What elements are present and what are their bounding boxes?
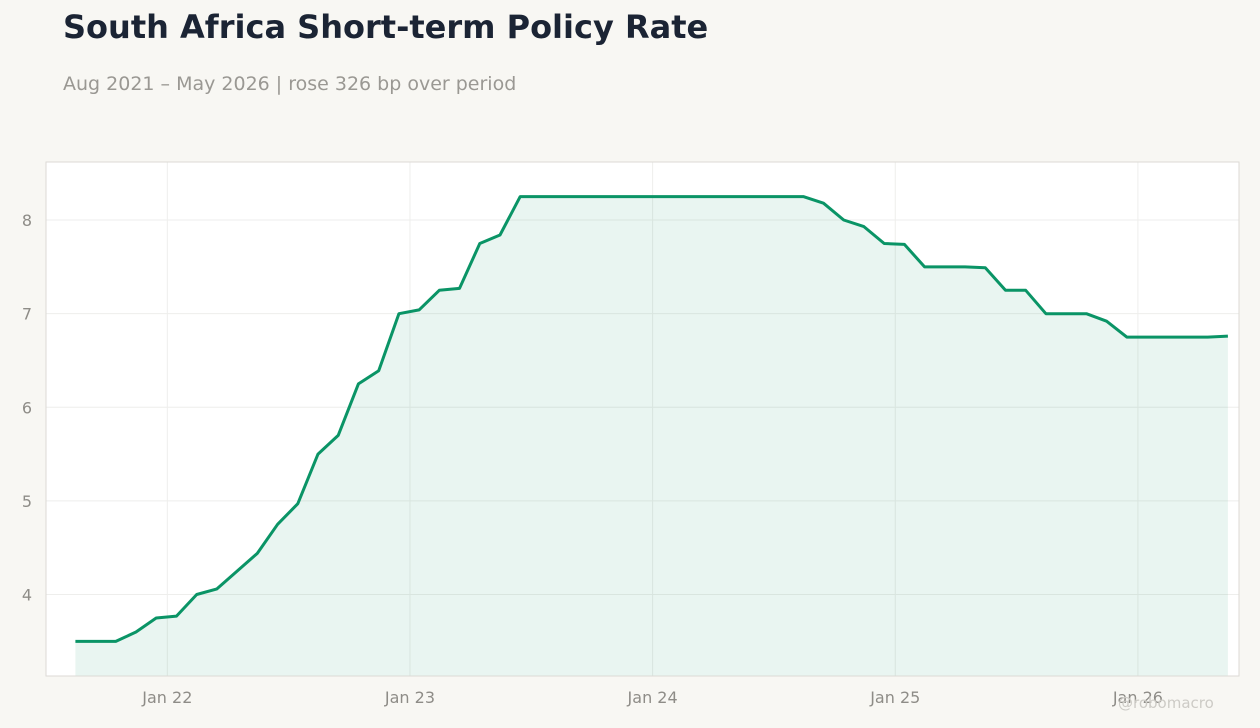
x-axis-ticks: Jan 22 Jan 23 Jan 24 Jan 25 Jan 26 xyxy=(141,688,1163,707)
y-tick-label: 6 xyxy=(22,398,32,417)
x-tick-label: Jan 22 xyxy=(141,688,192,707)
x-tick-label: Jan 26 xyxy=(1112,688,1163,707)
plot-border xyxy=(45,161,1240,677)
y-tick-label: 7 xyxy=(22,305,32,324)
y-tick-label: 4 xyxy=(22,586,32,605)
rate-area-fill xyxy=(75,196,1228,676)
grid-lines xyxy=(46,162,1239,676)
plot-area xyxy=(46,162,1239,676)
x-tick-label: Jan 25 xyxy=(869,688,920,707)
chart-title: South Africa Short-term Policy Rate xyxy=(63,8,709,46)
y-tick-label: 5 xyxy=(22,492,32,511)
x-tick-label: Jan 23 xyxy=(384,688,435,707)
y-tick-label: 8 xyxy=(22,211,32,230)
rate-line xyxy=(75,195,1228,643)
x-tick-label: Jan 24 xyxy=(627,688,678,707)
chart-subtitle: Aug 2021 – May 2026 | rose 326 bp over p… xyxy=(63,73,517,95)
y-axis-ticks: 4 5 6 7 8 xyxy=(22,211,32,604)
watermark: @robomacro xyxy=(1118,694,1214,712)
